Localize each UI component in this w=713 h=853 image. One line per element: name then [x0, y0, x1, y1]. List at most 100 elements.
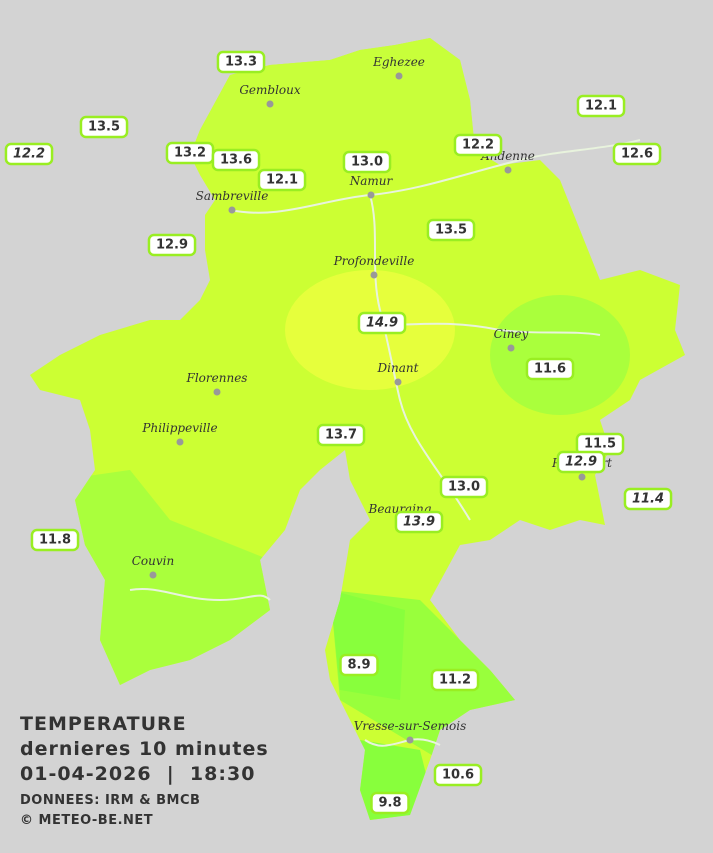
station: 11.6: [525, 357, 575, 381]
station: 12.2: [4, 142, 54, 166]
datetime: 01-04-2026 | 18:30: [20, 763, 255, 785]
rivers: [129, 139, 641, 747]
station: 12.6: [612, 142, 662, 166]
city-label: Namur: [349, 174, 394, 188]
station-value: 8.9: [347, 658, 370, 673]
city-dot: [504, 166, 512, 174]
city-dot: [370, 271, 378, 279]
station-value: 11.8: [39, 533, 71, 548]
credit: © METEO-BE.NET: [20, 813, 153, 828]
station-box: [357, 311, 407, 335]
station: 8.9: [339, 653, 379, 677]
city-label: Ciney: [494, 327, 529, 341]
station-value: 12.6: [621, 147, 653, 162]
station-box: [426, 218, 476, 242]
station-value: 13.3: [225, 55, 257, 70]
station-value: 9.8: [378, 796, 401, 811]
station-box: [316, 423, 366, 447]
city-label: Sambreville: [196, 189, 269, 203]
city-label: Eghezee: [372, 55, 425, 69]
station-value: 13.5: [435, 223, 467, 238]
source: DONNEES: IRM & BMCB: [20, 793, 200, 808]
station-box: [433, 763, 483, 787]
station-box: [147, 233, 197, 257]
city-label: Profondeville: [333, 254, 415, 268]
station: 14.9: [357, 311, 407, 335]
station: 13.0: [439, 475, 489, 499]
station: 11.8: [30, 528, 80, 552]
station: 11.5: [575, 432, 625, 456]
station-box: [453, 133, 503, 157]
station-box: [394, 510, 444, 534]
station-box: [211, 148, 261, 172]
station: 12.1: [257, 168, 307, 192]
station-value: 12.2: [462, 138, 494, 153]
station-value: 13.6: [220, 153, 252, 168]
station-box: [79, 115, 129, 139]
station-value: 13.0: [448, 480, 480, 495]
station-box: [556, 450, 606, 474]
station-box: [339, 653, 379, 677]
station: 13.2: [165, 141, 215, 165]
station-box: [430, 668, 480, 692]
station-value: 13.9: [403, 515, 435, 530]
station-box: [370, 791, 410, 815]
station-box: [30, 528, 80, 552]
station: 12.9: [147, 233, 197, 257]
title: TEMPERATURE: [20, 713, 187, 735]
station-value: 11.5: [584, 437, 616, 452]
city-label: Florennes: [186, 371, 248, 385]
station: 12.2: [453, 133, 503, 157]
station-value: 12.2: [13, 147, 45, 162]
city-dot: [176, 438, 184, 446]
station: 13.6: [211, 148, 261, 172]
station-box: [525, 357, 575, 381]
station: 13.7: [316, 423, 366, 447]
station-box: [612, 142, 662, 166]
station-box: [576, 94, 626, 118]
stations: 13.3 13.5 12.2 13.2 13.6 12.1 13.0 12.2 12.1 12.6…: [4, 50, 673, 815]
city-dot: [266, 100, 274, 108]
subtitle: dernieres 10 minutes: [20, 738, 269, 760]
station-value: 13.5: [88, 120, 120, 135]
city-label: Gembloux: [239, 83, 301, 97]
city-dot: [394, 378, 402, 386]
station-box: [257, 168, 307, 192]
city-dot: [367, 191, 375, 199]
station-value: 13.2: [174, 146, 206, 161]
station-value: 10.6: [442, 768, 474, 783]
city-label: Philippeville: [141, 421, 217, 435]
station-box: [342, 150, 392, 174]
city-dot: [395, 72, 403, 80]
city-dot: [406, 736, 414, 744]
station: 11.2: [430, 668, 480, 692]
station: 9.8: [370, 791, 410, 815]
city-label: Vresse-sur-Semois: [354, 719, 467, 733]
city-dot: [507, 344, 515, 352]
station-value: 11.6: [534, 362, 566, 377]
station: 13.9: [394, 510, 444, 534]
station: 10.6: [433, 763, 483, 787]
city-dot: [149, 571, 157, 579]
station-value: 11.2: [439, 673, 471, 688]
station-value: 12.1: [585, 99, 617, 114]
city-dot: [578, 473, 586, 481]
station: 12.9: [556, 450, 606, 474]
station-box: [216, 50, 266, 74]
station-box: [623, 487, 673, 511]
city-label: Couvin: [132, 554, 174, 568]
city-label: Dinant: [377, 361, 419, 375]
station: 13.0: [342, 150, 392, 174]
station-value: 13.7: [325, 428, 357, 443]
city-dot: [213, 388, 221, 396]
station: 13.3: [216, 50, 266, 74]
station: 13.5: [79, 115, 129, 139]
station: 11.4: [623, 487, 673, 511]
station-box: [439, 475, 489, 499]
station-value: 13.0: [351, 155, 383, 170]
station: 13.5: [426, 218, 476, 242]
station-value: 12.1: [266, 173, 298, 188]
station-value: 11.4: [632, 492, 664, 507]
station-value: 12.9: [565, 455, 597, 470]
